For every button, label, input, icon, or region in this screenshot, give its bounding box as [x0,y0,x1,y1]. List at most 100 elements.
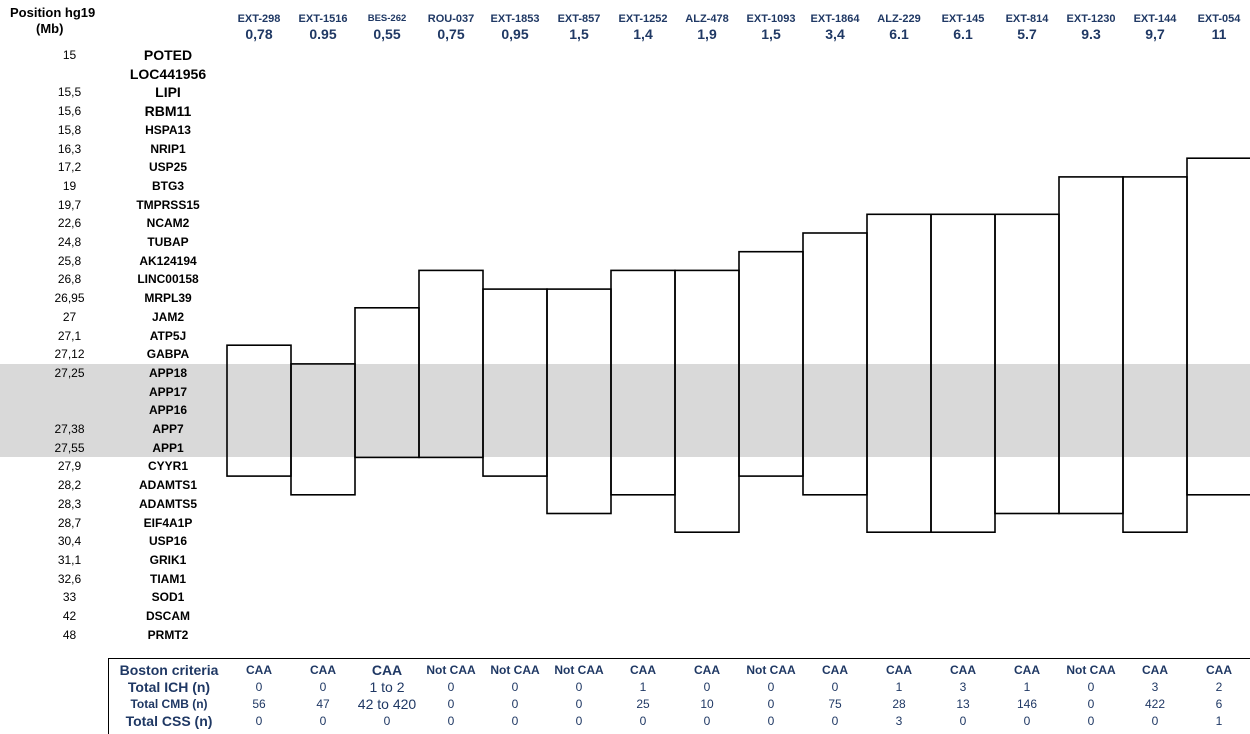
table-cell: 146 [1016,697,1038,711]
table-cell: 0 [831,680,839,694]
table-cell: Not CAA [426,663,476,677]
table-cell: 0 [959,714,967,728]
duplication-bar [674,269,740,533]
table-cell: 0 [703,680,711,694]
position-label: 33 [62,590,77,605]
table-cell: 0 [255,680,263,694]
gene-label: TUBAP [147,235,189,249]
position-label: 25,8 [57,253,82,268]
table-cell: 0 [511,714,519,728]
position-label: 15,8 [57,122,82,137]
position-label: 22,6 [57,216,82,231]
sample-size: 1,9 [697,26,717,42]
position-label: 16,3 [57,141,82,156]
table-cell: 0 [511,697,519,711]
position-label: 31,1 [57,552,82,567]
position-label: 27,25 [54,365,85,380]
position-label: 32,6 [57,571,82,586]
table-cell: 2 [1215,680,1223,694]
duplication-bar [1122,176,1188,533]
table-cell: 0 [447,680,455,694]
duplication-bar [738,250,804,477]
table-cell: 3 [959,680,967,694]
duplication-bars [226,157,1250,533]
table-cell: Not CAA [554,663,604,677]
sample-id: EXT-1864 [810,13,860,25]
sample-id: EXT-145 [941,13,985,25]
sample-id: ALZ-478 [685,13,729,25]
gene-label: SOD1 [151,590,185,605]
table-cell: 3 [895,714,903,728]
gene-label: MRPL39 [144,291,192,306]
gene-label: BTG3 [151,178,184,193]
position-label: 27,9 [57,459,82,474]
sample-id: EXT-857 [557,13,601,25]
position-label: 28,7 [57,515,82,530]
sample-size: 1,5 [569,26,589,42]
gene-label: NRIP1 [150,141,186,156]
table-cell: 0 [767,714,775,728]
position-label: 28,3 [57,496,82,511]
table-cell: CAA [310,663,336,677]
table-cell: 0 [1087,680,1095,694]
position-label: 19,7 [57,197,82,212]
table-cell: 6 [1215,697,1223,711]
table-cell: 10 [700,697,714,711]
duplication-bar [226,344,292,477]
table-cell: 0 [703,714,711,728]
duplication-bar [866,213,932,533]
table-cell: 0 [639,714,647,728]
table-cell: 1 [639,680,647,694]
table-cell: 47 [316,697,330,711]
gene-label: ADAMTS5 [138,496,197,511]
duplication-bar [994,213,1060,515]
duplication-bar [482,288,548,477]
gene-label: NCAM2 [146,216,190,231]
table-cell: 1 to 2 [369,679,405,695]
table-cell: CAA [694,663,720,677]
gene-label: JAM2 [151,309,184,324]
sample-size: 9,7 [1145,26,1165,42]
table-cell: 1 [1023,680,1031,694]
position-label: 48 [62,627,77,642]
table-cell: 1 [1215,714,1223,728]
position-label: 42 [62,609,77,623]
table-cell: 42 to 420 [357,696,417,712]
table-cell: CAA [950,663,976,677]
table-cell: 3 [1151,680,1159,694]
position-label: 15,6 [57,104,82,119]
position-label: 27,38 [54,422,85,436]
gene-label: HSPA13 [145,122,191,137]
gene-label: APP16 [148,403,188,418]
duplication-bar [610,269,676,496]
table-cell: CAA [371,662,403,678]
sample-size: 0,78 [245,26,273,42]
gene-label: LINC00158 [137,272,199,287]
table-row-label: Boston criteria [119,662,219,678]
app-region-highlight [0,363,1250,458]
position-label: 15,5 [57,85,82,100]
table-cell: 1 [895,680,903,694]
duplication-bar [802,232,868,496]
sample-size: 6.1 [953,26,973,42]
table-cell: 0 [319,680,327,694]
gene-label: APP7 [152,422,184,436]
sample-id: ROU-037 [427,13,475,25]
table-cell: Not CAA [746,663,796,677]
duplication-bar [1186,157,1250,496]
sample-size: 0,55 [373,26,401,42]
table-cell: 0 [383,714,391,728]
gene-label: DSCAM [146,609,190,623]
table-cell: CAA [1206,663,1232,677]
sample-id: EXT-1516 [298,13,348,25]
table-cell: 0 [1151,714,1159,728]
table-cell: CAA [1142,663,1168,677]
position-label: 27,12 [54,347,85,362]
duplication-bar [418,269,484,459]
position-label: 17,2 [57,160,82,175]
table-cell: CAA [246,663,272,677]
gene-label: ADAMTS1 [138,478,197,493]
gene-label: APP1 [152,440,184,455]
position-label: 24,8 [57,235,82,249]
